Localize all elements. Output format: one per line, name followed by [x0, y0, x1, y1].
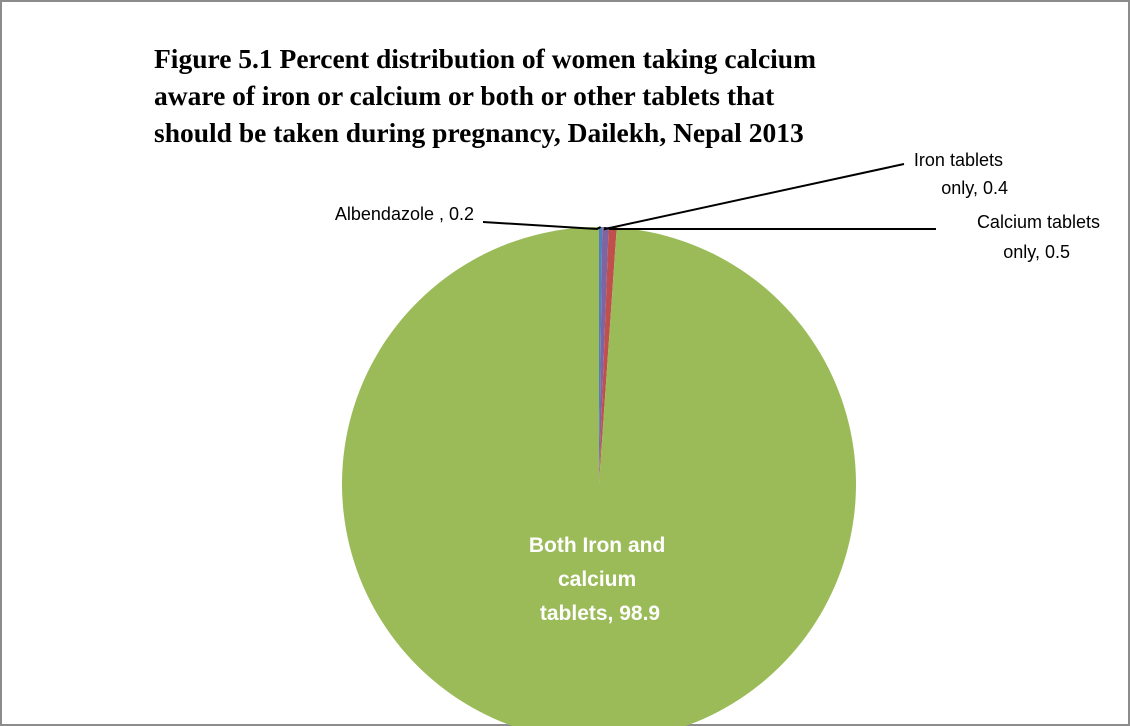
pie-slice-iron-tablets-only — [599, 227, 609, 484]
leader-line-albendazole — [482, 221, 602, 231]
label-albendazole-line-1: Albendazole , 0.2 — [335, 204, 474, 224]
label-calcium-line-1: Calcium tablets — [977, 212, 1100, 232]
chart-title-line-3: should be taken during pregnancy, Dailek… — [154, 117, 804, 148]
chart-title: Figure 5.1 Percent distribution of women… — [154, 40, 1094, 151]
label-albendazole: Albendazole , 0.2 — [335, 204, 474, 224]
leader-line-iron-tablets-only — [603, 163, 905, 231]
label-iron-line-2: only, 0.4 — [941, 178, 1008, 198]
label-iron-line-1: Iron tablets — [914, 150, 1003, 170]
chart-title-line-1: Figure 5.1 Percent distribution of women… — [154, 43, 817, 74]
chart-title-line-2: aware of iron or calcium or both or othe… — [154, 80, 775, 111]
label-both-line-3: tablets, 98.9 — [540, 602, 660, 625]
leader-lines — [482, 163, 936, 231]
label-both-line-1: Both Iron and — [529, 534, 665, 557]
pie-slices — [342, 227, 856, 726]
label-calcium-line-2: only, 0.5 — [1003, 242, 1070, 262]
pie-slice-albendazole — [599, 227, 603, 484]
label-iron-tablets-only: Iron tablets only, 0.4 — [914, 150, 1008, 198]
pie-slice-calcium-tablets-only — [599, 227, 617, 484]
pie-slice-both-iron-and-calcium-tablets — [342, 227, 856, 726]
leader-line-calcium-tablets-only — [608, 226, 936, 230]
label-calcium-tablets-only: Calcium tablets only, 0.5 — [977, 212, 1105, 262]
label-both-iron-calcium: Both Iron and calcium tablets, 98.9 — [529, 534, 671, 625]
label-both-line-2: calcium — [558, 568, 636, 591]
